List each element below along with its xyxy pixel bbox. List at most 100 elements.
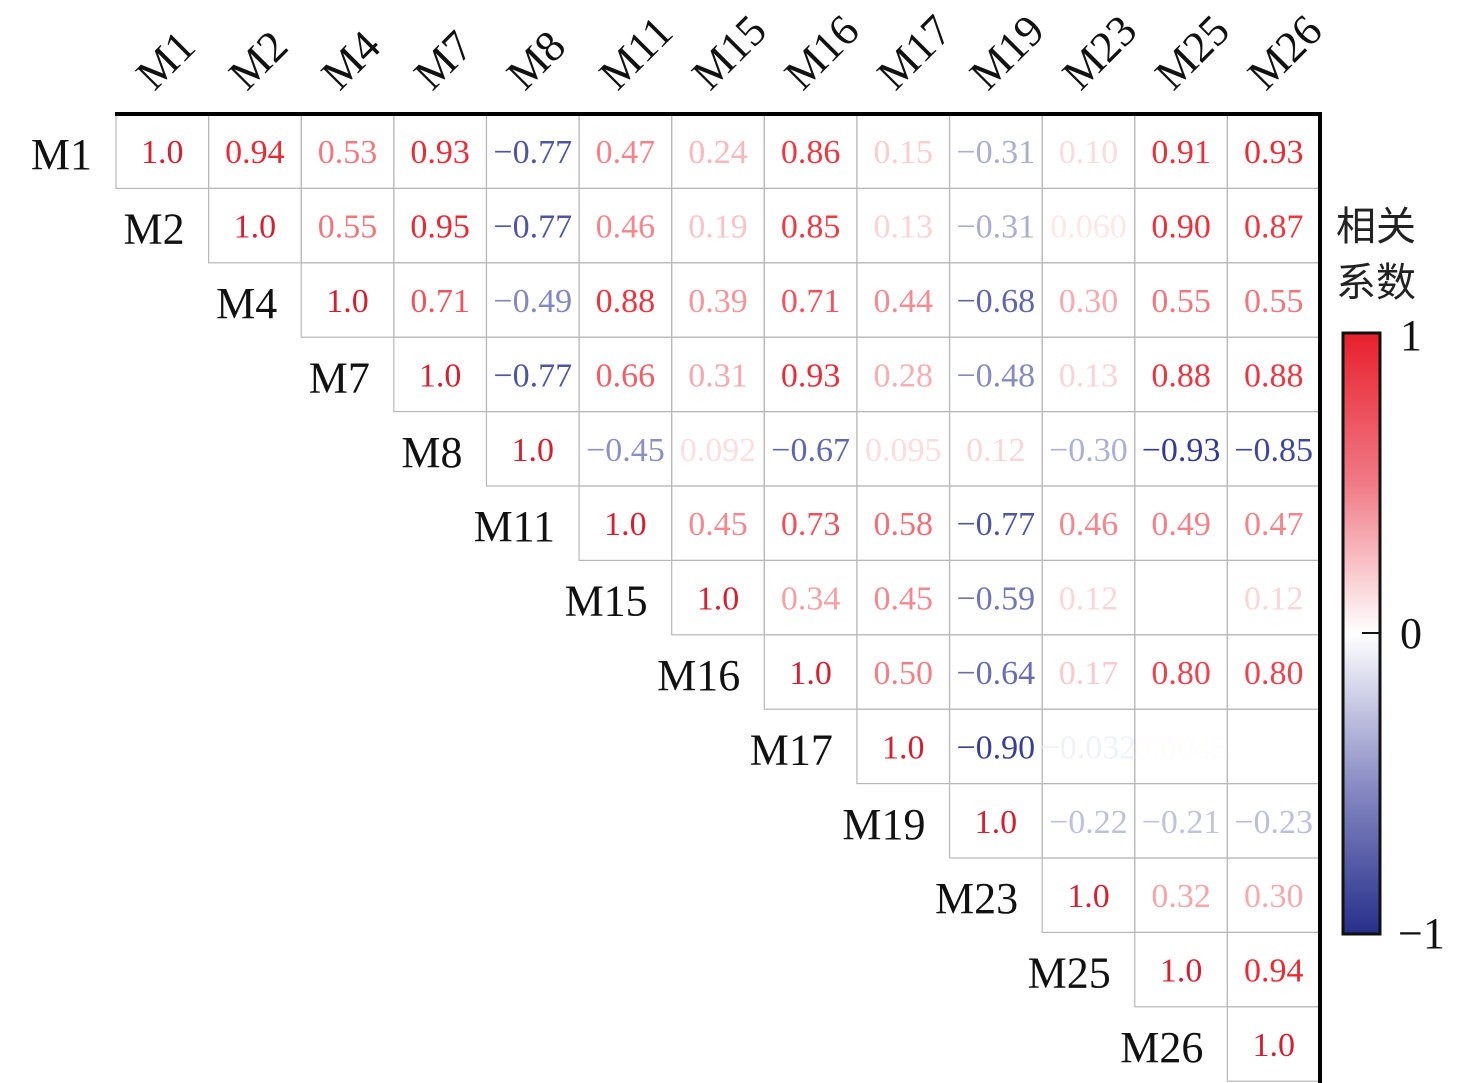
cell-M7-M17: 0.28 — [873, 357, 933, 394]
cell-M2-M25: 0.90 — [1151, 209, 1211, 246]
cell-M15-M15: 1.0 — [697, 581, 740, 618]
cell-M19-M19: 1.0 — [975, 804, 1018, 841]
cell-M23-M25: 0.32 — [1151, 878, 1211, 915]
cell-M7-M23: 0.13 — [1059, 357, 1119, 394]
cell-M8-M23: −0.30 — [1049, 432, 1128, 469]
cell-M11-M17: 0.58 — [873, 506, 933, 543]
cell-M17-M23: −0.032 — [1041, 729, 1137, 766]
cell-M4-M4: 1.0 — [326, 283, 369, 320]
cell-M4-M23: 0.30 — [1059, 283, 1119, 320]
row-label-M17: M17 — [750, 725, 833, 774]
row-label-M23: M23 — [935, 874, 1018, 923]
colorbar-tick-min: −1 — [1398, 909, 1445, 958]
row-label-M26: M26 — [1120, 1023, 1203, 1072]
cell-M2-M7: 0.95 — [410, 209, 470, 246]
cell-M2-M17: 0.13 — [873, 209, 933, 246]
cell-M16-M19: −0.64 — [957, 655, 1036, 692]
cell-M17-M19: −0.90 — [957, 729, 1036, 766]
cell-M11-M11: 1.0 — [604, 506, 647, 543]
row-label-M16: M16 — [657, 651, 740, 700]
cell-M1-M1: 1.0 — [141, 134, 184, 171]
column-label-M4: M4 — [312, 21, 390, 99]
cell-M11-M19: −0.77 — [957, 506, 1036, 543]
cell-M2-M8: −0.77 — [493, 209, 572, 246]
row-label-M7: M7 — [309, 353, 370, 402]
column-label-M11: M11 — [590, 7, 682, 99]
cell-M16-M17: 0.50 — [873, 655, 933, 692]
cell-M7-M15: 0.31 — [688, 357, 748, 394]
cell-M1-M16: 0.86 — [781, 134, 841, 171]
column-label-M19: M19 — [960, 6, 1053, 99]
cell-M17-M17: 1.0 — [882, 729, 925, 766]
column-label-M23: M23 — [1053, 6, 1146, 99]
cell-M1-M2: 0.94 — [225, 134, 285, 171]
cell-border-M15-M25 — [1134, 559, 1228, 636]
column-label-M15: M15 — [682, 6, 775, 99]
cell-M7-M19: −0.48 — [957, 357, 1036, 394]
cell-M1-M11: 0.47 — [596, 134, 656, 171]
colorbar-title-line2: 系数 — [1336, 260, 1416, 306]
cell-M8-M25: −0.93 — [1142, 432, 1221, 469]
cell-M16-M23: 0.17 — [1059, 655, 1119, 692]
cell-M1-M25: 0.91 — [1151, 134, 1211, 171]
cell-M1-M7: 0.93 — [410, 134, 470, 171]
column-label-M25: M25 — [1145, 6, 1238, 99]
cell-M1-M26: 0.93 — [1244, 134, 1304, 171]
cell-M15-M17: 0.45 — [873, 581, 933, 618]
column-label-M7: M7 — [405, 21, 483, 99]
cell-M4-M7: 0.71 — [410, 283, 470, 320]
cell-M8-M15: 0.092 — [680, 432, 757, 469]
column-label-M16: M16 — [775, 6, 868, 99]
cell-M7-M25: 0.88 — [1151, 357, 1211, 394]
cell-M15-M26: 0.12 — [1244, 581, 1304, 618]
cell-M2-M26: 0.87 — [1244, 209, 1304, 246]
row-label-M8: M8 — [401, 428, 462, 477]
cell-M8-M8: 1.0 — [512, 432, 555, 469]
cell-M4-M17: 0.44 — [873, 283, 933, 320]
cell-M19-M25: −0.21 — [1142, 804, 1221, 841]
column-labels: M1 M2 M4 M7 M8 M11 M15 M16 M17 M19 M23 M25 M26 — [127, 6, 1332, 99]
cell-M8-M11: −0.45 — [586, 432, 665, 469]
colorbar: 相关 系数 1 0 −1 — [1336, 204, 1445, 958]
cell-M2-M4: 0.55 — [318, 209, 378, 246]
matrix-cells: 1.0 0.94 0.53 0.93 −0.77 0.47 0.24 0.86 0.15 −0.3… — [141, 134, 1313, 1064]
cell-M4-M26: 0.55 — [1244, 283, 1304, 320]
column-label-M1: M1 — [127, 21, 205, 99]
cell-M16-M26: 0.80 — [1244, 655, 1304, 692]
cell-M7-M16: 0.93 — [781, 357, 841, 394]
cell-M16-M25: 0.80 — [1151, 655, 1211, 692]
cell-M19-M26: −0.23 — [1234, 804, 1313, 841]
cell-M1-M15: 0.24 — [688, 134, 748, 171]
column-label-M8: M8 — [497, 21, 575, 99]
row-label-M1: M1 — [31, 130, 92, 179]
cell-M7-M11: 0.66 — [596, 357, 656, 394]
cell-M1-M17: 0.15 — [873, 134, 933, 171]
cell-M4-M19: −0.68 — [957, 283, 1036, 320]
cell-M2-M2: 1.0 — [234, 209, 277, 246]
cell-M1-M23: 0.10 — [1059, 134, 1119, 171]
column-label-M2: M2 — [219, 21, 297, 99]
colorbar-title-line1: 相关 — [1336, 204, 1416, 250]
cell-M7-M26: 0.88 — [1244, 357, 1304, 394]
cell-M1-M4: 0.53 — [318, 134, 378, 171]
cell-M11-M26: 0.47 — [1244, 506, 1304, 543]
cell-M26-M26: 1.0 — [1252, 1027, 1295, 1064]
column-label-M26: M26 — [1238, 6, 1331, 99]
row-label-M4: M4 — [216, 279, 277, 328]
cell-border-M17-M26 — [1226, 708, 1321, 785]
cell-M2-M11: 0.46 — [596, 209, 656, 246]
cell-M1-M19: −0.31 — [957, 134, 1036, 171]
cell-M11-M15: 0.45 — [688, 506, 748, 543]
cell-M17-M25: 0.0045 — [1134, 729, 1228, 766]
row-label-M2: M2 — [123, 205, 184, 254]
row-label-M25: M25 — [1028, 949, 1111, 998]
cell-M7-M7: 1.0 — [419, 357, 462, 394]
cell-M7-M8: −0.77 — [493, 357, 572, 394]
cell-M8-M17: 0.095 — [865, 432, 942, 469]
cell-M8-M19: 0.12 — [966, 432, 1026, 469]
colorbar-tick-max: 1 — [1400, 311, 1422, 360]
cell-M15-M16: 0.34 — [781, 581, 841, 618]
colorbar-tick-zero: 0 — [1400, 609, 1422, 658]
